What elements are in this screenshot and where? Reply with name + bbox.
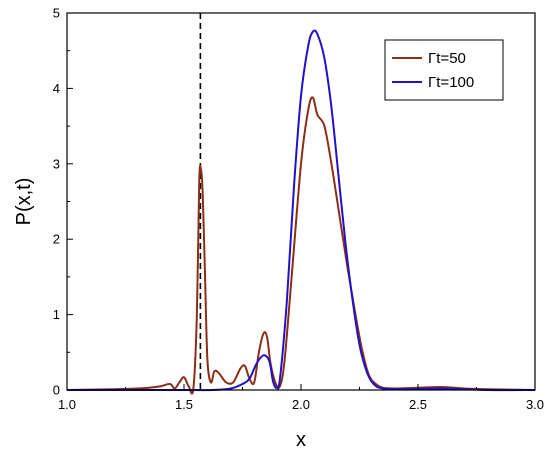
y-tick-label: 5 xyxy=(53,6,60,21)
plot-content xyxy=(66,13,536,395)
series-line-2 xyxy=(67,29,536,392)
x-tick-label: 2.5 xyxy=(409,397,427,412)
legend-label: Γt=50 xyxy=(428,50,466,67)
legend-label: Γt=100 xyxy=(428,74,474,91)
x-tick-label: 1.5 xyxy=(175,397,193,412)
y-tick-label: 3 xyxy=(53,156,60,171)
legend: Γt=50 Γt=100 xyxy=(384,39,504,101)
y-tick-label: 0 xyxy=(53,383,60,398)
y-tick-label: 2 xyxy=(53,232,60,247)
y-tick-label: 4 xyxy=(53,81,60,96)
y-tick-label: 1 xyxy=(53,307,60,322)
x-tick-label: 2.0 xyxy=(292,397,310,412)
axis-ticks: 1.0 1.5 2.0 2.5 3.0 0 1 2 3 4 5 xyxy=(53,6,544,413)
x-tick-label: 1.0 xyxy=(58,397,76,412)
y-axis-title: P(x,t) xyxy=(13,178,35,226)
series-line-1 xyxy=(66,96,536,395)
x-axis-title: x xyxy=(296,429,306,451)
legend-box xyxy=(384,39,504,101)
x-tick-label: 3.0 xyxy=(526,397,544,412)
